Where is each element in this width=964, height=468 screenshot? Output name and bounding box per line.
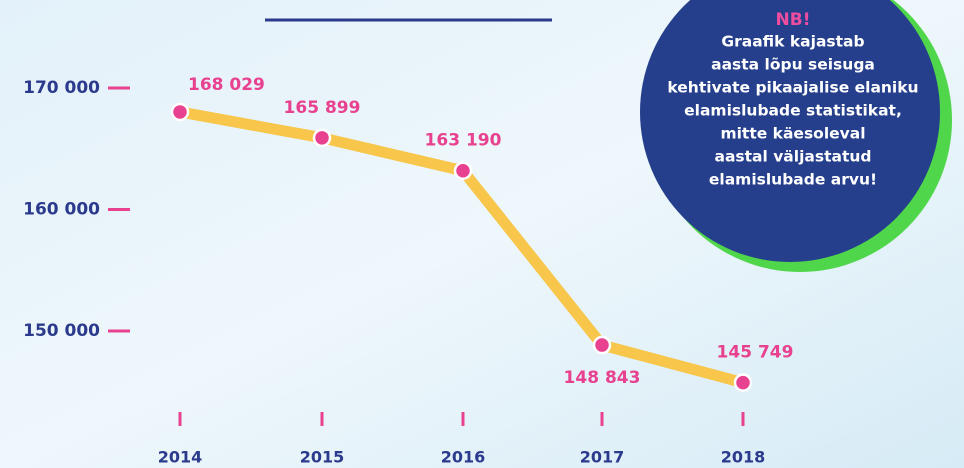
x-tick-label: 2017 (580, 448, 625, 467)
x-tick-label: 2014 (158, 448, 203, 467)
y-tick-label: 170 000 (23, 78, 100, 98)
point (172, 104, 188, 120)
note-title: NB! (776, 10, 811, 30)
value-label: 148 843 (564, 368, 641, 388)
point (735, 375, 751, 391)
note-line: kehtivate pikaajalise elaniku (667, 79, 918, 97)
note-line: elamislubade statistikat, (684, 102, 902, 120)
note-line: aastal väljastatud (714, 148, 871, 166)
point (314, 130, 330, 146)
note-line: mitte käesoleval (720, 125, 865, 143)
note-line: aasta lõpu seisuga (711, 56, 875, 74)
x-tick-label: 2016 (441, 448, 486, 467)
y-tick-label: 150 000 (23, 321, 100, 341)
value-label: 165 899 (284, 98, 361, 118)
y-tick-label: 160 000 (23, 200, 100, 220)
point (594, 337, 610, 353)
note-line: Graafik kajastab (721, 33, 864, 51)
point (455, 163, 471, 179)
value-label: 163 190 (425, 131, 502, 151)
note-line: elamislubade arvu! (709, 171, 877, 189)
value-label: 168 029 (188, 75, 265, 95)
x-tick-label: 2018 (721, 448, 766, 467)
x-tick-label: 2015 (300, 448, 345, 467)
chart: NB! 150 000 160 000 170 000 2014 2015 2016 201… (0, 0, 964, 468)
page: NB! 150 000 160 000 170 000 2014 2015 2016 201… (0, 0, 964, 468)
value-label: 145 749 (717, 343, 794, 363)
